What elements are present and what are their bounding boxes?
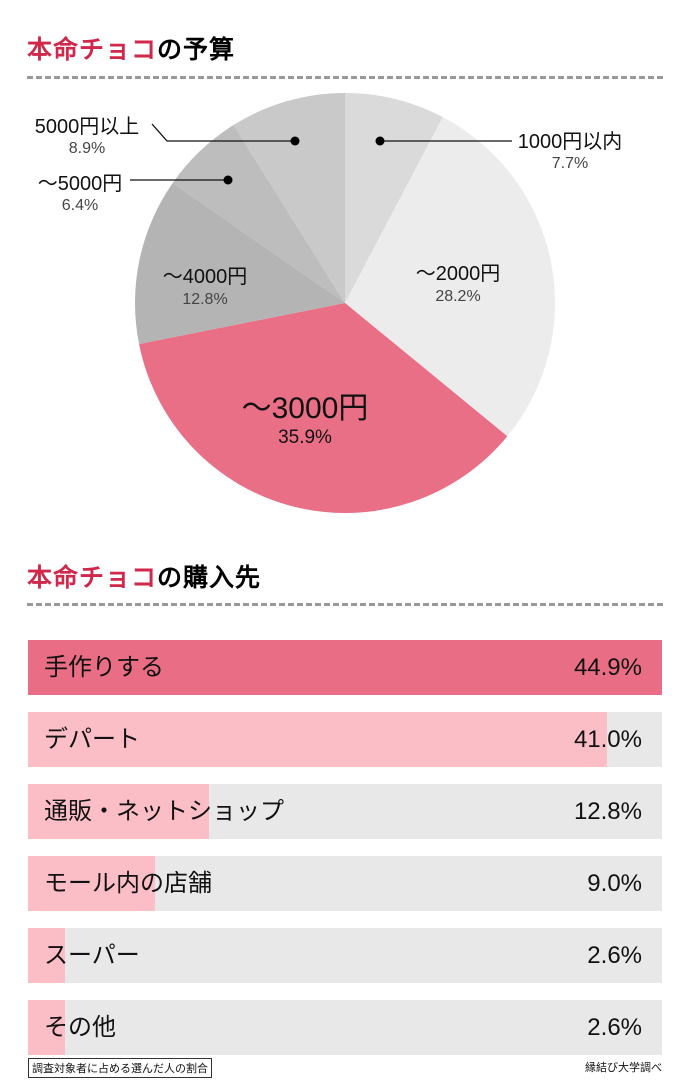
slice-label: 〜4000円 <box>163 266 248 288</box>
bar-label: デパート <box>44 725 140 753</box>
bar-row: デパート 41.0% <box>28 712 662 767</box>
slice-label: 〜5000円 <box>38 173 123 195</box>
slice-percent: 12.8% <box>182 291 227 308</box>
pie-slice <box>172 125 345 304</box>
bar-value: 2.6% <box>587 1014 642 1041</box>
bar-section-title: 本命チョコの購入先 <box>27 558 261 594</box>
bar <box>28 712 607 767</box>
bar <box>28 784 209 839</box>
bar-row: スーパー 2.6% <box>28 928 662 983</box>
pie-slice <box>345 117 555 437</box>
slice-percent: 7.7% <box>552 155 588 172</box>
bar-label: その他 <box>44 1013 116 1041</box>
bar-value: 9.0% <box>587 870 642 897</box>
bar-value: 44.9% <box>573 654 642 681</box>
pie-slice <box>139 303 508 513</box>
slice-label: 5000円以上 <box>35 115 140 138</box>
bar <box>28 640 662 695</box>
bar-row: 通販・ネットショップ 12.8% <box>28 784 662 839</box>
leader-dot <box>290 136 300 146</box>
bar <box>28 928 65 983</box>
bar-label: 通販・ネットショップ <box>44 797 284 825</box>
bar-value: 41.0% <box>573 726 642 753</box>
slice-percent: 6.4% <box>62 197 98 214</box>
leader-line <box>151 123 295 142</box>
bar-row: 手作りする 44.9% <box>28 640 662 695</box>
bar-label: モール内の店舗 <box>44 869 212 897</box>
slice-label: 〜3000円 <box>242 392 369 425</box>
bar <box>28 1000 65 1055</box>
divider <box>27 76 663 79</box>
source: 縁結び大学調べ <box>585 1061 662 1074</box>
bar <box>28 856 156 911</box>
footnote: 調査対象者に占める選んだ人の割合 <box>28 1058 212 1078</box>
bar-value: 2.6% <box>587 942 642 969</box>
slice-label: 1000円以内 <box>518 130 623 153</box>
title-accent: 本命チョコ <box>27 563 158 592</box>
leader-dot <box>223 175 233 185</box>
pie-slice <box>345 93 443 303</box>
divider <box>27 603 663 606</box>
title-accent: 本命チョコ <box>27 35 158 64</box>
slice-percent: 35.9% <box>278 427 332 448</box>
bar-row: モール内の店舗 9.0% <box>28 856 662 911</box>
title-rest: の予算 <box>157 35 236 64</box>
leader-dot <box>375 136 385 146</box>
bar-label: スーパー <box>44 941 140 969</box>
bar-value: 12.8% <box>573 798 642 825</box>
bar-label: 手作りする <box>44 653 164 681</box>
title-rest: の購入先 <box>157 563 262 592</box>
slice-label: 〜2000円 <box>416 263 501 285</box>
slice-percent: 28.2% <box>435 288 480 305</box>
bar-row: その他 2.6% <box>28 1000 662 1055</box>
pie-slice <box>233 93 345 303</box>
pie-section-title: 本命チョコの予算 <box>27 30 235 66</box>
slice-percent: 8.9% <box>69 140 105 157</box>
pie-slice <box>135 182 345 345</box>
